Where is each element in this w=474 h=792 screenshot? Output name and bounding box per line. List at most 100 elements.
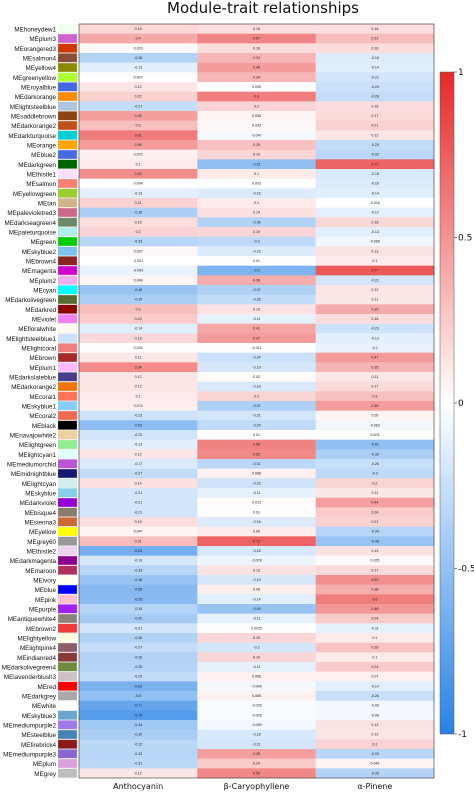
heatmap-cell [79,729,198,740]
heatmap-cell [79,246,198,257]
heatmap-cell [79,304,198,315]
module-label: MEfloralwhite [18,326,56,333]
module-color-swatch [57,768,78,778]
heatmap-cell [315,536,435,547]
module-label: MEgreenyellow [13,75,57,82]
module-label: MEdarkgreen [18,162,56,169]
cell-value: -0.016 [370,201,380,205]
heatmap-cell [315,720,435,730]
heatmap-cell [197,584,316,595]
module-color-swatch [57,652,78,662]
heatmap-cell [197,468,316,479]
cell-value: -0.19 [252,578,260,582]
module-color-swatch [57,391,78,401]
heatmap-cell [79,256,198,266]
heatmap-cell [79,120,198,131]
cell-value: -0.48 [134,288,142,292]
heatmap-cell [315,468,435,479]
heatmap-cell [197,372,316,382]
module-label: MEthistle2 [27,549,57,556]
cell-value: 0.31 [135,539,142,543]
heatmap-cell [79,314,198,324]
module-label: MEdarkgrey [22,694,57,701]
cell-value: -0.028 [251,713,261,717]
heatmap-cell [315,140,435,150]
heatmap-cell [197,555,316,566]
module-color-swatch [57,381,78,392]
cell-value: 0.13 [253,568,260,572]
module-color-swatch [57,710,78,720]
heatmap-cell [79,584,198,595]
heatmap-cell [197,207,316,218]
heatmap-cell [315,72,435,83]
heatmap-cell [197,62,316,73]
heatmap-cell [79,710,198,721]
module-color-swatch [57,575,78,585]
module-color-swatch [57,642,78,653]
heatmap-cell [315,333,435,344]
heatmap-cell [315,381,435,392]
cell-value: -0.32 [134,742,142,746]
heatmap-cell [197,642,316,653]
cell-value: 0.73 [253,539,260,543]
cell-value: -0.16 [252,249,260,253]
cell-value: 0.2 [136,230,141,234]
heatmap-cell [79,594,198,605]
heatmap-cell [197,420,316,431]
cell-value: -0.11 [253,665,261,669]
module-color-swatch [57,246,78,256]
cell-value: -0.31 [134,762,142,766]
cell-value: -0.37 [252,404,260,408]
cell-value: 0.12 [135,385,142,389]
cell-value: -0.21 [252,414,260,418]
heatmap-cell [79,188,198,199]
heatmap-cell [315,159,435,170]
cell-value: -0.26 [371,462,379,466]
heatmap-cell [79,758,198,769]
cell-value: -0.34 [371,530,379,534]
module-label: MElightpink4 [20,645,57,652]
heatmap-cell [315,681,435,692]
module-color-swatch [57,758,78,769]
cell-value: 0.17 [371,568,378,572]
heatmap-cell [197,681,316,692]
heatmap-cell [197,72,316,83]
heatmap-cell [79,236,198,247]
module-label: MEplum3 [29,36,56,43]
cell-value: -0.33 [134,240,142,244]
cell-value: 0.19 [253,230,260,234]
module-color-swatch [57,604,78,614]
cell-value: -0.19 [252,365,260,369]
cell-value: 0.19 [253,636,260,640]
module-label: MEcyan [33,288,56,295]
module-color-swatch [57,33,78,44]
cell-value: 0.4 [136,37,141,41]
trait-label: β-Caryophyllene [224,782,290,791]
module-label: MEskyblue3 [22,713,57,720]
cell-value: -0.19 [134,559,142,563]
module-label: MEdarkred [25,307,56,314]
cell-value: 0.0025 [251,626,262,630]
heatmap-cell [197,169,316,179]
cell-value: 0.54 [135,365,142,369]
module-color-swatch [57,662,78,672]
cell-value: 0.065 [252,694,261,698]
cell-value: 0.16 [371,317,378,321]
cell-value: -0.066 [370,240,380,244]
heatmap-cell [315,410,435,421]
cell-value: 0.12 [371,133,378,137]
cell-value: -0.2 [253,646,259,650]
cell-value: -0.24 [371,85,379,89]
heatmap-cell [79,555,198,566]
module-label: MEgrey [34,771,57,778]
heatmap-cell [79,323,198,334]
heatmap-cell [197,700,316,711]
cell-value: -0.13 [371,336,379,340]
heatmap-cell [315,584,435,595]
heatmap-cell [315,343,435,353]
heatmap-cell [197,236,316,247]
heatmap-cell [79,536,198,547]
heatmap-cell [79,604,198,614]
module-color-swatch [57,681,78,691]
cell-value: -0.33 [134,568,142,572]
